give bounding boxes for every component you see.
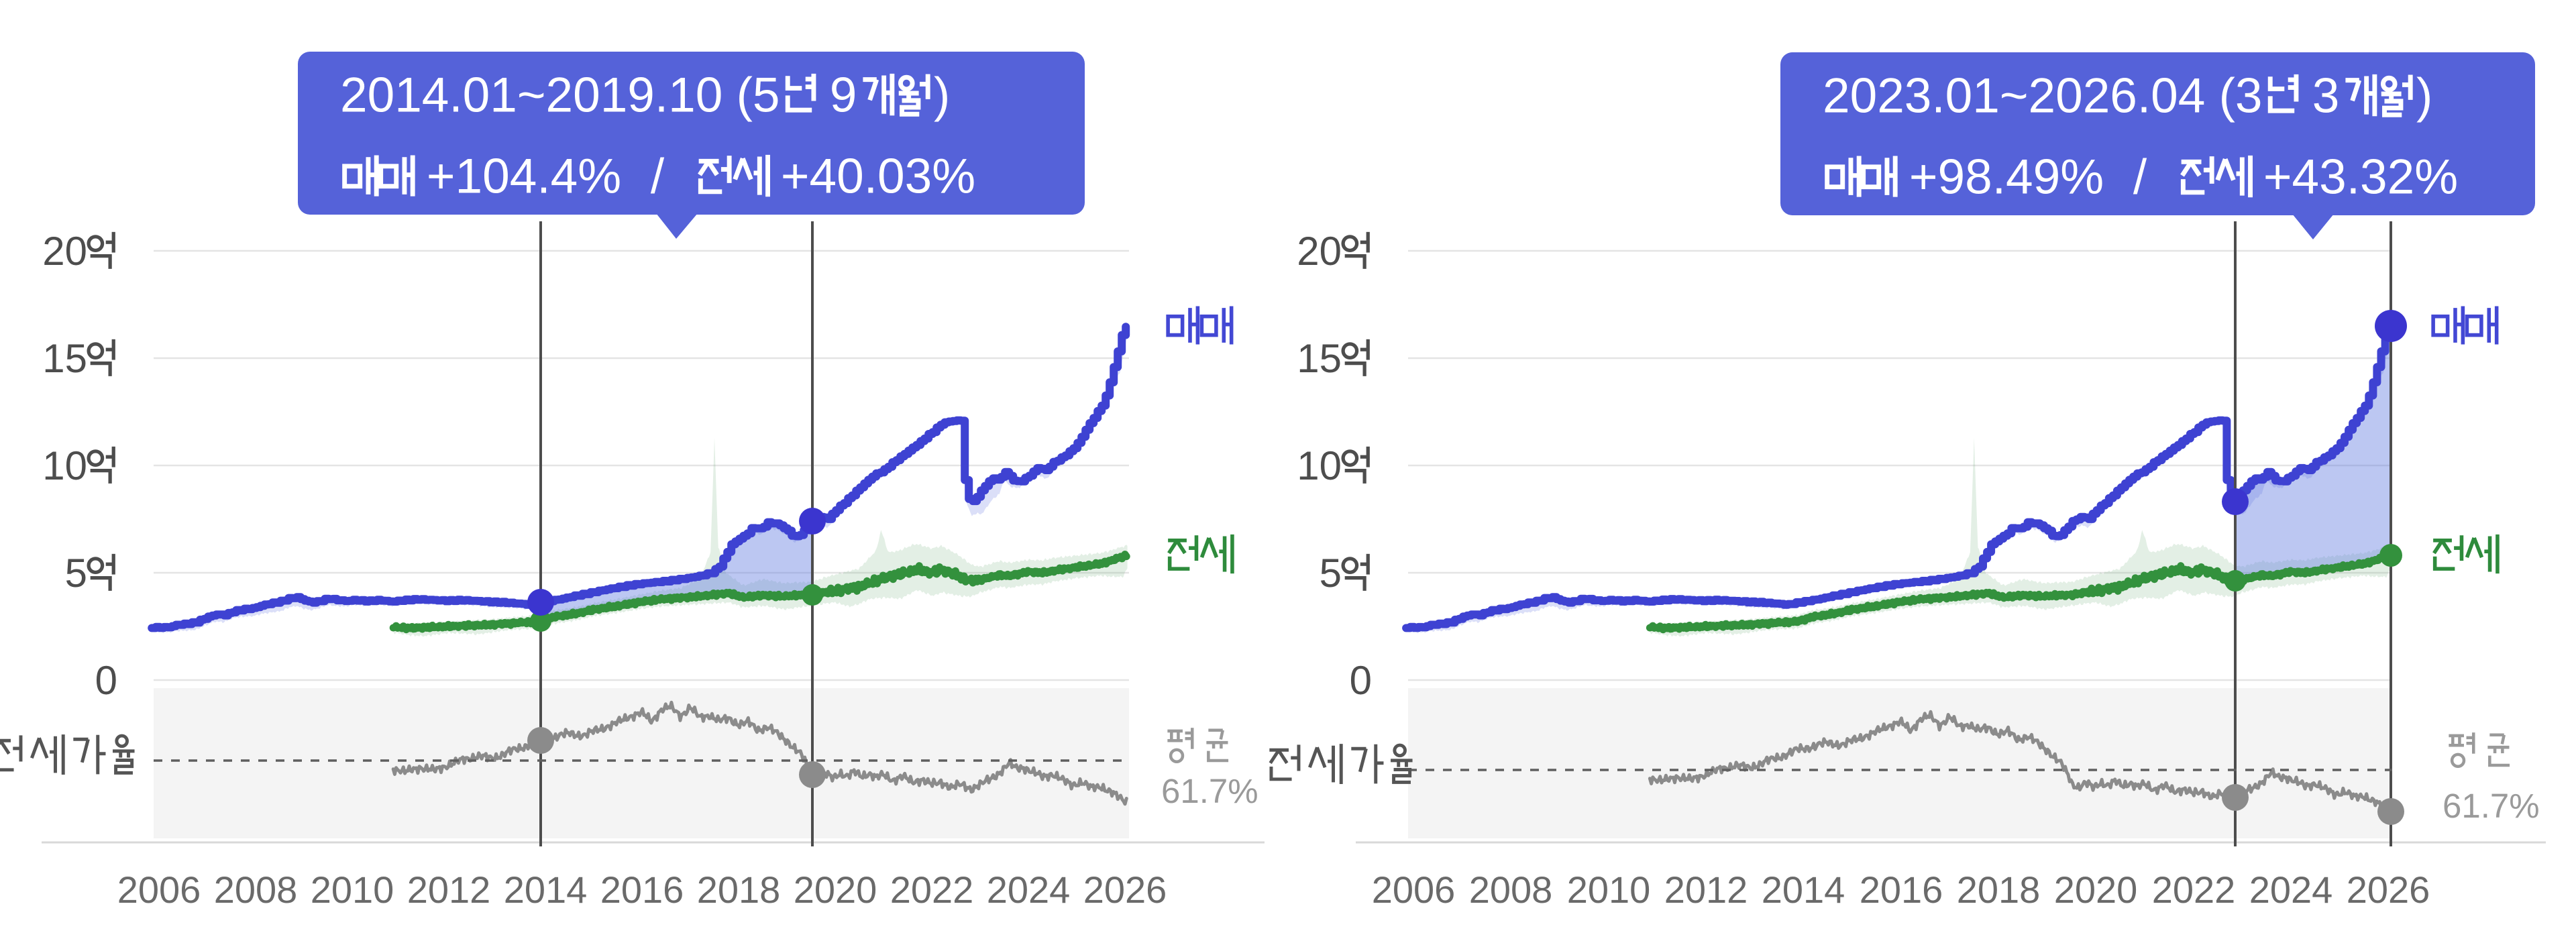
svg-text:/: /: [651, 150, 665, 204]
svg-text:+40.03%: +40.03%: [781, 150, 975, 204]
svg-text:20: 20: [42, 229, 87, 274]
svg-text:+98.49%: +98.49%: [1909, 150, 2104, 205]
svg-text:2018: 2018: [1957, 869, 2041, 911]
svg-text:2022: 2022: [890, 869, 974, 911]
svg-text:2014.01~2019.10: 2014.01~2019.10: [340, 68, 722, 123]
svg-text:2014: 2014: [504, 869, 588, 911]
svg-text:2023.01~2026.04: 2023.01~2026.04: [1823, 69, 2205, 123]
svg-text:3: 3: [2312, 69, 2340, 123]
svg-text:2012: 2012: [1664, 869, 1748, 911]
svg-text:10: 10: [1297, 443, 1342, 488]
svg-text:61.7%: 61.7%: [2443, 787, 2540, 825]
svg-text:(5: (5: [737, 68, 780, 123]
svg-text:5: 5: [65, 551, 87, 596]
svg-text:61.7%: 61.7%: [1161, 772, 1258, 810]
svg-text:2024: 2024: [987, 869, 1071, 911]
svg-text:2022: 2022: [2152, 869, 2236, 911]
svg-text:2026: 2026: [1083, 869, 1167, 911]
svg-text:2020: 2020: [2054, 869, 2138, 911]
svg-text:20: 20: [1297, 229, 1342, 274]
svg-text:): ): [934, 68, 950, 123]
svg-text:2016: 2016: [600, 869, 684, 911]
svg-text:2012: 2012: [407, 869, 491, 911]
svg-text:2006: 2006: [1372, 869, 1456, 911]
svg-text:5: 5: [1320, 551, 1342, 596]
svg-text:0: 0: [1350, 658, 1372, 703]
svg-text:2018: 2018: [697, 869, 781, 911]
svg-text:15: 15: [42, 336, 87, 381]
svg-text:2006: 2006: [117, 869, 201, 911]
svg-text:2016: 2016: [1860, 869, 1943, 911]
svg-text:(3: (3: [2219, 69, 2263, 123]
svg-text:2008: 2008: [1469, 869, 1553, 911]
svg-text:2008: 2008: [214, 869, 298, 911]
svg-text:+43.32%: +43.32%: [2263, 150, 2458, 205]
svg-text:15: 15: [1297, 336, 1342, 381]
svg-text:2024: 2024: [2249, 869, 2333, 911]
svg-text:): ): [2416, 69, 2432, 123]
svg-text:10: 10: [42, 443, 87, 488]
svg-text:2010: 2010: [311, 869, 394, 911]
svg-text:+104.4%: +104.4%: [427, 150, 621, 204]
svg-text:/: /: [2133, 150, 2147, 205]
svg-text:2010: 2010: [1567, 869, 1651, 911]
svg-text:2020: 2020: [794, 869, 877, 911]
svg-text:9: 9: [830, 68, 857, 123]
svg-text:2026: 2026: [2347, 869, 2430, 911]
svg-text:0: 0: [95, 658, 117, 703]
svg-text:2014: 2014: [1762, 869, 1845, 911]
